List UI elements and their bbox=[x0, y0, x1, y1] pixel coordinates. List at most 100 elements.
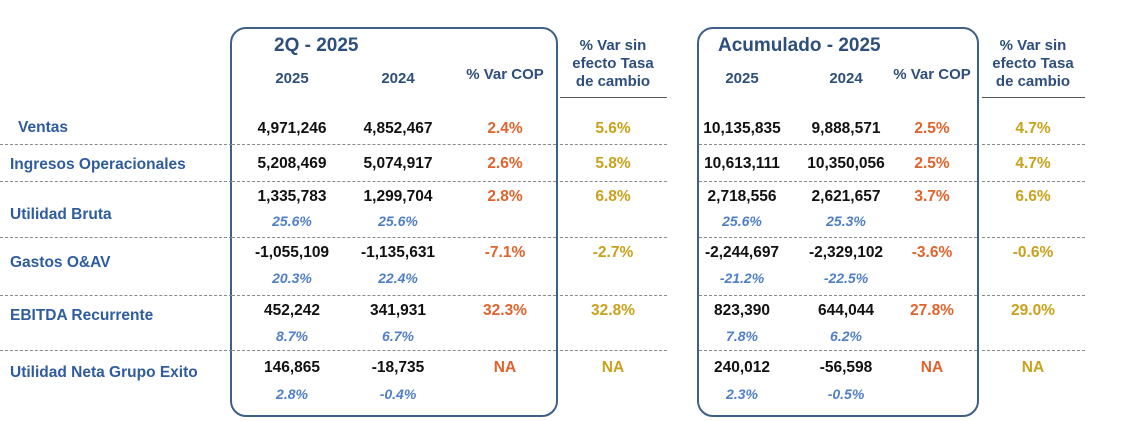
column-header-var-fx: de cambio bbox=[575, 73, 651, 90]
value-2024: -18,735 bbox=[371, 359, 425, 376]
row-separator bbox=[0, 350, 232, 351]
row-separator bbox=[560, 144, 667, 145]
percent-of-sales-2024: -0.4% bbox=[379, 386, 417, 402]
var-fx-value: NA bbox=[1021, 359, 1045, 376]
row-separator bbox=[232, 144, 556, 145]
var-fx-value: 4.7% bbox=[1015, 120, 1051, 137]
row-separator bbox=[699, 181, 977, 182]
row-separator bbox=[232, 295, 556, 296]
var-fx-value: 5.8% bbox=[595, 155, 631, 172]
row-separator bbox=[232, 181, 556, 182]
row-label: Utilidad Bruta bbox=[10, 206, 112, 223]
percent-of-sales-2025: 20.3% bbox=[272, 270, 312, 286]
row-separator bbox=[699, 144, 977, 145]
percent-of-sales-2024: -22.5% bbox=[823, 270, 869, 286]
value-2025: 2,718,556 bbox=[707, 188, 777, 205]
column-header-var-fx: de cambio bbox=[995, 73, 1071, 90]
var-fx-value: NA bbox=[601, 359, 625, 376]
percent-of-sales-2025: 25.6% bbox=[272, 213, 312, 229]
percent-of-sales-2024: 25.6% bbox=[378, 213, 418, 229]
percent-of-sales-2025: 7.8% bbox=[726, 328, 758, 344]
column-header-2024: 2024 bbox=[829, 70, 863, 87]
row-label: Gastos O&AV bbox=[10, 254, 111, 271]
column-header-var-fx: efecto Tasa bbox=[572, 55, 654, 72]
var-cop-value: -3.6% bbox=[911, 244, 953, 261]
value-2024: 4,852,467 bbox=[363, 120, 433, 137]
value-2024: 644,044 bbox=[817, 302, 875, 319]
panel-title: 2Q - 2025 bbox=[274, 35, 359, 56]
var-cop-value: 2.5% bbox=[914, 155, 950, 172]
row-separator bbox=[982, 181, 1085, 182]
percent-of-sales-2025: 25.6% bbox=[722, 213, 762, 229]
value-2025: -1,055,109 bbox=[254, 244, 330, 261]
panel-title: Acumulado - 2025 bbox=[718, 35, 881, 56]
row-label: Ventas bbox=[18, 119, 68, 136]
row-separator bbox=[699, 295, 977, 296]
var-fx-value: 6.6% bbox=[1015, 188, 1051, 205]
value-2024: 2,621,657 bbox=[811, 188, 881, 205]
row-separator bbox=[560, 237, 667, 238]
row-label: Utilidad Neta Grupo Exito bbox=[10, 364, 198, 381]
row-label: EBITDA Recurrente bbox=[10, 307, 154, 324]
percent-of-sales-2025: 8.7% bbox=[276, 328, 308, 344]
var-fx-value: -0.6% bbox=[1012, 244, 1054, 261]
var-fx-value: -2.7% bbox=[592, 244, 634, 261]
var-cop-value: -7.1% bbox=[484, 244, 526, 261]
value-2025: -2,244,697 bbox=[704, 244, 780, 261]
header-underline bbox=[560, 97, 667, 98]
column-header-2024: 2024 bbox=[381, 70, 415, 87]
var-fx-value: 6.8% bbox=[595, 188, 631, 205]
row-separator bbox=[982, 237, 1085, 238]
var-cop-value: 2.8% bbox=[487, 188, 523, 205]
column-header-var-fx: % Var sin bbox=[579, 37, 647, 54]
row-separator bbox=[560, 295, 667, 296]
var-fx-value: 32.8% bbox=[591, 302, 635, 319]
value-2025: 823,390 bbox=[713, 302, 771, 319]
value-2024: 5,074,917 bbox=[363, 155, 433, 172]
value-2025: 452,242 bbox=[263, 302, 321, 319]
percent-of-sales-2024: 6.7% bbox=[382, 328, 414, 344]
row-separator bbox=[982, 144, 1085, 145]
value-2024: -1,135,631 bbox=[360, 244, 436, 261]
value-2025: 4,971,246 bbox=[257, 120, 327, 137]
value-2024: 341,931 bbox=[369, 302, 427, 319]
value-2025: 5,208,469 bbox=[257, 155, 327, 172]
percent-of-sales-2025: 2.8% bbox=[276, 386, 308, 402]
row-separator bbox=[0, 144, 232, 145]
value-2025: 1,335,783 bbox=[257, 188, 327, 205]
row-separator bbox=[982, 350, 1085, 351]
column-header-2025: 2025 bbox=[725, 70, 759, 87]
column-header-var-cop: % Var COP bbox=[893, 66, 971, 83]
percent-of-sales-2025: 2.3% bbox=[726, 386, 758, 402]
var-cop-value: 27.8% bbox=[910, 302, 954, 319]
header-underline bbox=[982, 97, 1085, 98]
column-header-var-fx: efecto Tasa bbox=[992, 55, 1074, 72]
accumulated-panel-frame bbox=[697, 27, 979, 417]
quarter-panel-frame bbox=[230, 27, 558, 417]
row-separator bbox=[982, 295, 1085, 296]
var-fx-value: 29.0% bbox=[1011, 302, 1055, 319]
value-2024: 10,350,056 bbox=[807, 155, 885, 172]
value-2025: 146,865 bbox=[263, 359, 321, 376]
value-2025: 240,012 bbox=[713, 359, 771, 376]
value-2024: -56,598 bbox=[819, 359, 873, 376]
var-cop-value: NA bbox=[920, 359, 944, 376]
percent-of-sales-2024: -0.5% bbox=[827, 386, 865, 402]
column-header-var-cop: % Var COP bbox=[466, 66, 544, 83]
percent-of-sales-2025: -21.2% bbox=[719, 270, 765, 286]
var-cop-value: 32.3% bbox=[483, 302, 527, 319]
column-header-2025: 2025 bbox=[275, 70, 309, 87]
var-cop-value: NA bbox=[493, 359, 517, 376]
row-separator bbox=[0, 237, 232, 238]
value-2024: 9,888,571 bbox=[811, 120, 881, 137]
value-2024: -2,329,102 bbox=[808, 244, 884, 261]
row-separator bbox=[560, 350, 667, 351]
percent-of-sales-2024: 6.2% bbox=[830, 328, 862, 344]
var-cop-value: 2.5% bbox=[914, 120, 950, 137]
percent-of-sales-2024: 25.3% bbox=[826, 213, 866, 229]
var-fx-value: 5.6% bbox=[595, 120, 631, 137]
var-fx-value: 4.7% bbox=[1015, 155, 1051, 172]
row-separator bbox=[560, 181, 667, 182]
row-separator bbox=[0, 295, 232, 296]
var-cop-value: 2.4% bbox=[487, 120, 523, 137]
